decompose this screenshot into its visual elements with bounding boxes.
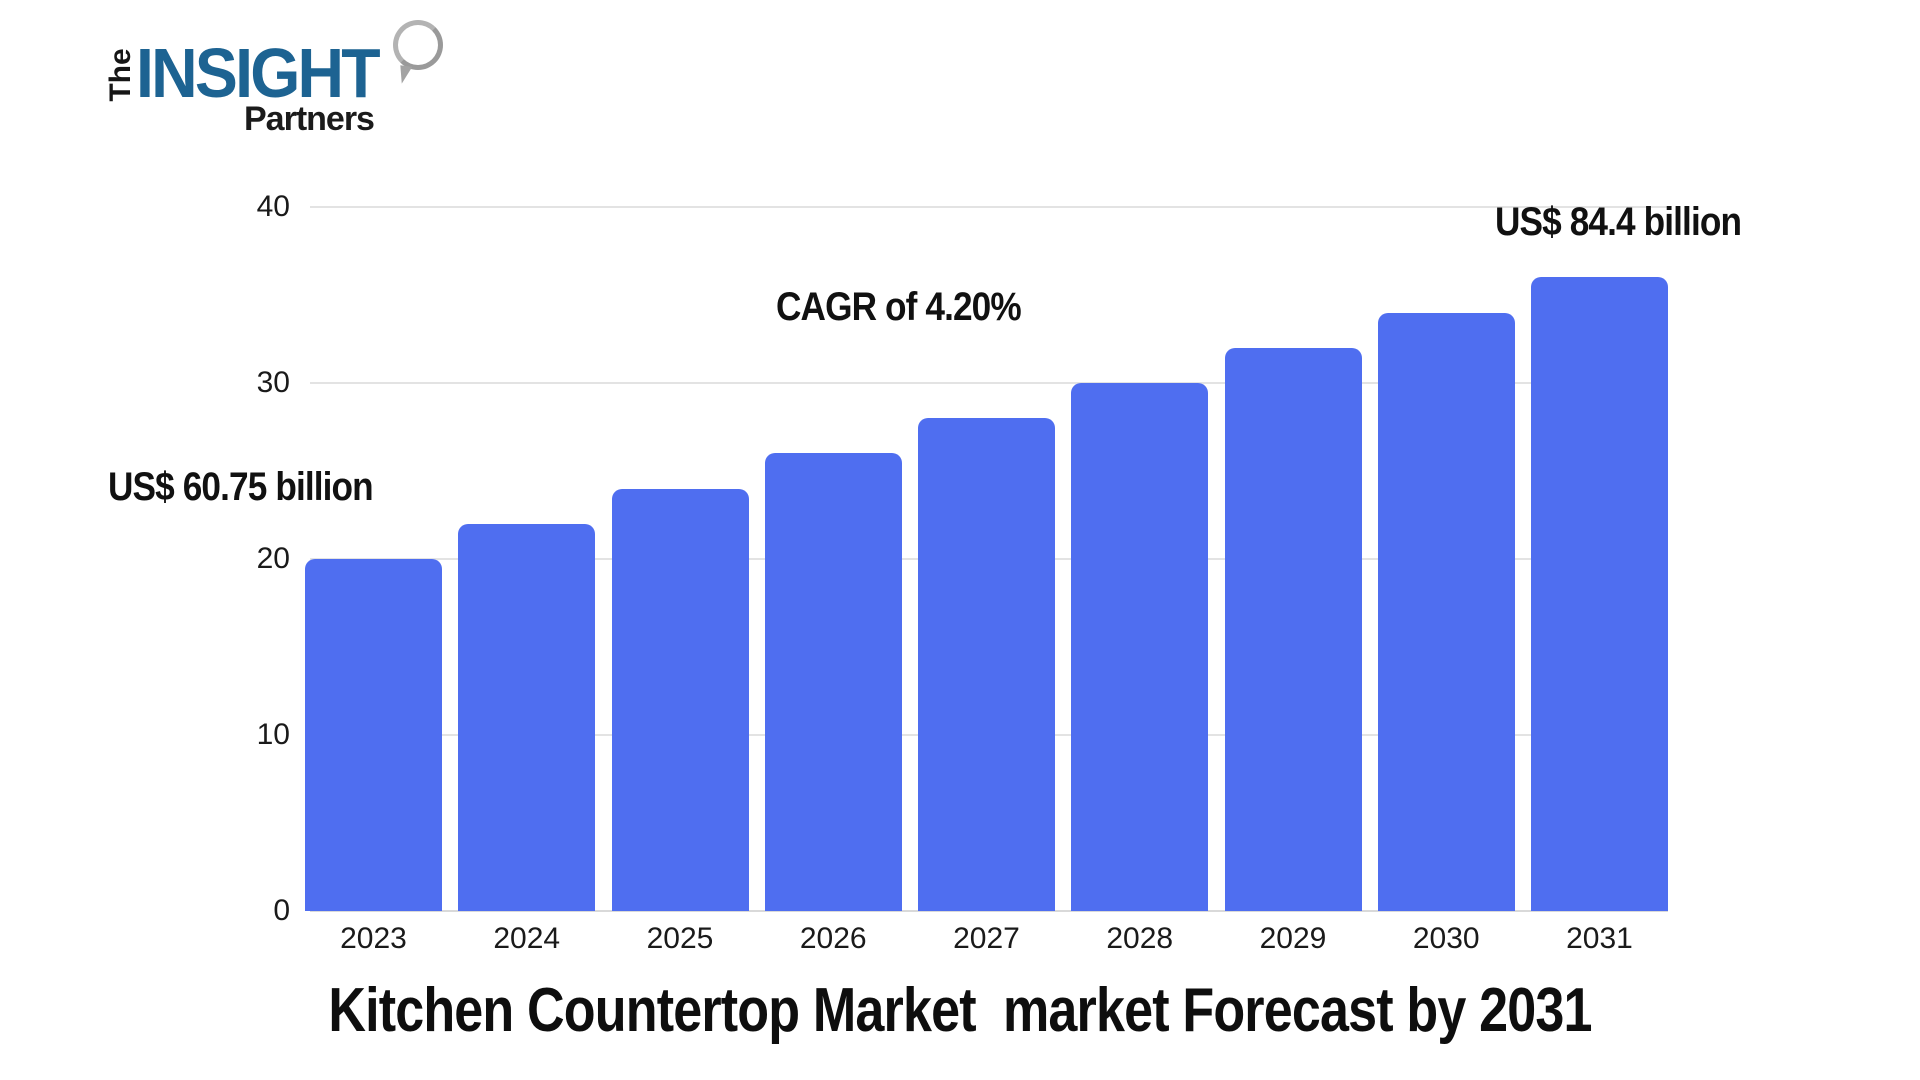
bar-2031 bbox=[1531, 277, 1668, 911]
bar-2029 bbox=[1224, 347, 1362, 911]
gridline-30 bbox=[310, 382, 1668, 384]
cagr-annotation: CAGR of 4.20% bbox=[776, 285, 1022, 329]
insight-partners-logo: The INSIGHT Partners bbox=[0, 0, 480, 150]
x-axis-baseline bbox=[310, 910, 1668, 912]
x-tick-label-2023: 2023 bbox=[340, 922, 407, 955]
x-tick-label-2025: 2025 bbox=[646, 922, 714, 955]
x-tick-label-2027: 2027 bbox=[953, 922, 1020, 955]
y-tick-label-10: 10 bbox=[256, 718, 290, 751]
end-value-annotation: US$ 84.4 billion bbox=[1495, 200, 1742, 244]
bar-2030 bbox=[1377, 312, 1515, 911]
logo-word-the: The bbox=[104, 48, 137, 102]
x-tick-label-2031: 2031 bbox=[1566, 922, 1633, 955]
logo-word-insight: INSIGHT bbox=[136, 34, 381, 112]
bar-series bbox=[305, 207, 1668, 911]
bar-2023 bbox=[305, 559, 442, 911]
x-tick-label-2029: 2029 bbox=[1259, 922, 1327, 955]
x-tick-label-2028: 2028 bbox=[1106, 922, 1174, 955]
magnifier-handle-icon bbox=[397, 65, 413, 85]
gridline-40 bbox=[310, 206, 1668, 208]
x-axis-labels: 2023 2024 2025 2026 2027 2028 2029 2030 2031 bbox=[305, 922, 1668, 956]
chart-title-container: Kitchen Countertop Market market Forecas… bbox=[0, 978, 1920, 1043]
y-tick-label-20: 20 bbox=[256, 542, 290, 575]
magnifier-icon bbox=[393, 20, 443, 70]
x-tick-label-2026: 2026 bbox=[799, 922, 867, 955]
bar-2024 bbox=[458, 523, 596, 911]
start-value-annotation: US$ 60.75 billion bbox=[108, 465, 374, 509]
bar-2026 bbox=[764, 453, 902, 911]
bar-2025 bbox=[611, 488, 749, 911]
y-tick-label-40: 40 bbox=[256, 190, 290, 223]
bar-2027 bbox=[918, 418, 1055, 911]
x-tick-label-2030: 2030 bbox=[1412, 922, 1480, 955]
logo-word-partners: Partners bbox=[244, 100, 375, 138]
y-tick-label-30: 30 bbox=[256, 366, 290, 399]
chart-title: Kitchen Countertop Market market Forecas… bbox=[328, 976, 1592, 1045]
y-tick-label-0: 0 bbox=[273, 894, 290, 927]
bar-chart-plot-area bbox=[305, 206, 1668, 912]
x-tick-label-2024: 2024 bbox=[493, 922, 561, 955]
y-axis-labels: 0 10 20 30 40 bbox=[150, 190, 290, 927]
bar-2028 bbox=[1071, 383, 1209, 911]
